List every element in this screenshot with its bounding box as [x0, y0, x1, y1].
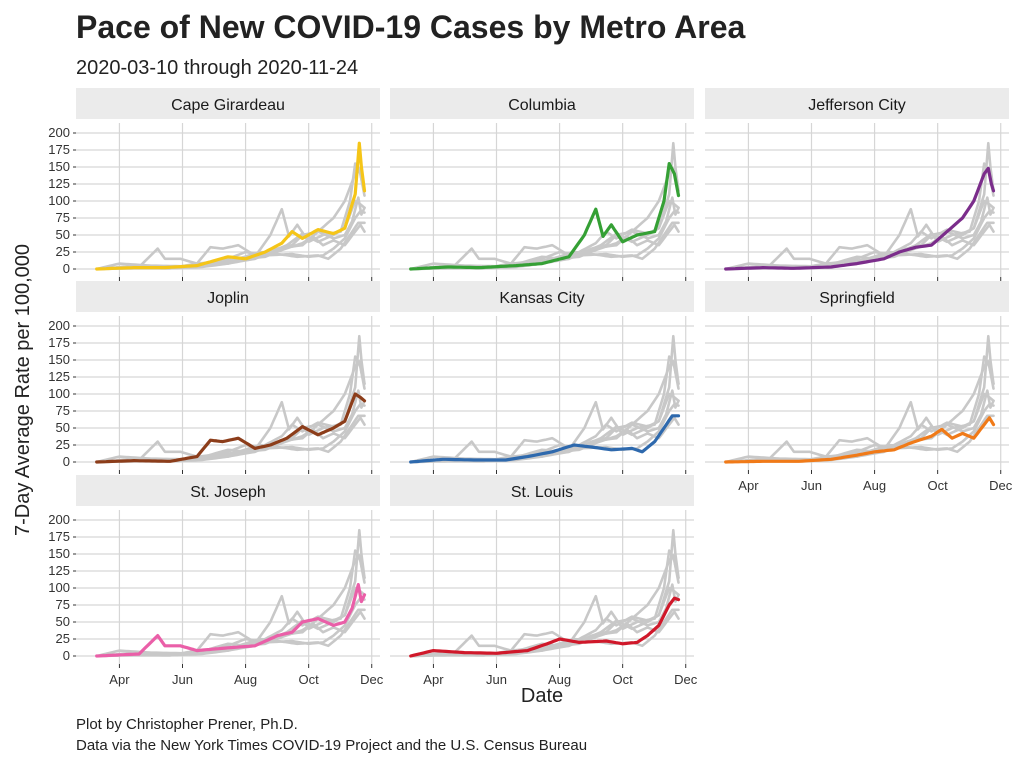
y-tick-label: 100	[48, 193, 70, 208]
facet-strip-label: Joplin	[207, 290, 249, 307]
facet-panels: Cape Girardeau 0 25 50 75 100 125 150 175 200 Colu…	[48, 88, 1009, 668]
facet-panel: Cape Girardeau 0 25 50 75 100 125 150 175 200	[48, 88, 380, 281]
x-tick-label: Apr	[738, 478, 759, 493]
x-tick-label: Jun	[801, 478, 822, 493]
highlight-series-line	[95, 583, 367, 658]
facet-strip	[390, 281, 694, 312]
background-series-line	[724, 141, 995, 271]
background-series-line	[95, 334, 366, 464]
y-tick-label: 200	[48, 512, 70, 527]
y-tick-label: 125	[48, 563, 70, 578]
y-tick-label: 175	[48, 335, 70, 350]
y-tick-label: 125	[48, 176, 70, 191]
facet-panel: Columbia	[390, 88, 694, 281]
x-tick-label: Aug	[548, 672, 571, 687]
highlight-series-line	[95, 392, 367, 464]
x-tick-label: Jun	[172, 672, 193, 687]
y-tick-label: 0	[63, 454, 70, 469]
y-tick-label: 50	[56, 420, 70, 435]
highlight-series-line	[95, 141, 367, 271]
facet-strip-label: St. Joseph	[190, 484, 266, 501]
facet-strip	[76, 281, 380, 312]
x-tick-label: Dec	[674, 672, 698, 687]
facet-panel: St. Joseph 0 25 50 75 100 125 150 175 200	[48, 475, 380, 668]
x-tick-label: Oct	[613, 672, 634, 687]
x-tick-label: Apr	[423, 672, 444, 687]
facet-strip	[390, 88, 694, 119]
x-tick-label: Aug	[234, 672, 257, 687]
facet-strip-label: Kansas City	[499, 290, 584, 307]
y-tick-label: 150	[48, 546, 70, 561]
x-tick-label: Oct	[299, 672, 320, 687]
x-tick-label: Dec	[989, 478, 1013, 493]
facet-strip-label: St. Louis	[511, 484, 573, 501]
y-tick-label: 0	[63, 648, 70, 663]
highlight-series-line	[409, 414, 681, 464]
highlight-series-line	[409, 596, 681, 658]
y-tick-label: 175	[48, 142, 70, 157]
y-tick-label: 50	[56, 227, 70, 242]
highlight-series-line	[724, 166, 996, 271]
caption-line-2: Data via the New York Times COVID-19 Pro…	[76, 737, 587, 754]
background-series-line	[724, 402, 995, 464]
background-series-line	[409, 528, 680, 658]
facet-strip	[76, 88, 380, 119]
x-tick-label: Apr	[109, 672, 130, 687]
y-tick-label: 75	[56, 597, 70, 612]
caption-line-1: Plot by Christopher Prener, Ph.D.	[76, 716, 298, 733]
background-series-line	[409, 209, 680, 271]
highlight-series-line	[724, 416, 996, 464]
facet-panel: St. Louis	[390, 475, 694, 668]
facet-strip	[705, 281, 1009, 312]
x-tick-label: Oct	[928, 478, 949, 493]
y-tick-label: 100	[48, 580, 70, 595]
facet-strip	[76, 475, 380, 506]
background-series-line	[724, 334, 995, 464]
highlight-series-line	[409, 162, 681, 271]
y-tick-label: 75	[56, 403, 70, 418]
x-tick-label: Dec	[360, 672, 384, 687]
y-tick-label: 0	[63, 261, 70, 276]
y-tick-label: 200	[48, 125, 70, 140]
background-series-line	[409, 334, 680, 464]
x-axis-title: Date	[521, 685, 563, 707]
y-tick-label: 200	[48, 318, 70, 333]
facet-panel: Springfield	[705, 281, 1009, 474]
facet-strip	[390, 475, 694, 506]
facet-strip-label: Jefferson City	[808, 97, 906, 114]
y-tick-label: 150	[48, 159, 70, 174]
x-tick-label: Jun	[486, 672, 507, 687]
facet-strip-label: Cape Girardeau	[171, 97, 285, 114]
background-series-line	[724, 209, 995, 271]
facet-strip-label: Springfield	[819, 290, 895, 307]
x-axis-labels-group: Apr Jun Aug Oct Dec Apr Jun Aug Oct Dec Apr Jun Aug O…	[109, 478, 1012, 687]
chart-subtitle: 2020-03-10 through 2020-11-24	[76, 57, 358, 79]
x-tick-label: Aug	[863, 478, 886, 493]
y-tick-label: 25	[56, 244, 70, 259]
background-series-line	[95, 528, 366, 658]
facet-panel: Kansas City	[390, 281, 694, 474]
y-tick-label: 150	[48, 352, 70, 367]
y-tick-label: 125	[48, 369, 70, 384]
background-series-line	[409, 141, 680, 271]
facet-strip-label: Columbia	[508, 97, 576, 114]
y-tick-label: 50	[56, 614, 70, 629]
y-tick-label: 25	[56, 631, 70, 646]
chart-title: Pace of New COVID-19 Cases by Metro Area	[76, 9, 745, 45]
y-tick-label: 175	[48, 529, 70, 544]
y-tick-label: 100	[48, 386, 70, 401]
facet-panel: Jefferson City	[705, 88, 1009, 281]
y-axis-title: 7-Day Average Rate per 100,000	[12, 244, 34, 536]
facet-strip	[705, 88, 1009, 119]
y-tick-label: 75	[56, 210, 70, 225]
y-tick-label: 25	[56, 437, 70, 452]
background-series-line	[95, 402, 366, 464]
facet-panel: Joplin 0 25 50 75 100 125 150 175 200	[48, 281, 380, 474]
